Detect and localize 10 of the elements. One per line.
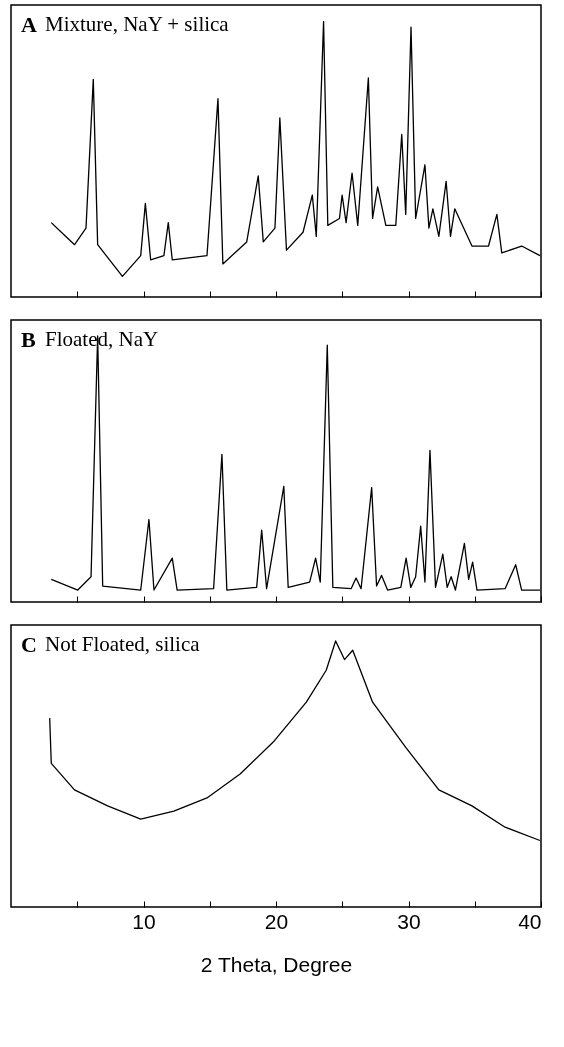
chart-subtitle: Mixture, NaY + silica (45, 12, 230, 36)
x-tick-label: 20 (264, 909, 289, 933)
chart-subtitle: Not Floated, silica (45, 632, 201, 656)
chart-title: A (21, 12, 37, 37)
x-tick-label: 30 (397, 909, 421, 933)
x-axis-title: 2 Theta, Degree (200, 952, 353, 976)
chart-title: B (21, 327, 36, 352)
chart-title: C (21, 632, 37, 657)
x-tick-label: 10 (132, 909, 156, 933)
x-tick-label: 40 (518, 909, 542, 933)
